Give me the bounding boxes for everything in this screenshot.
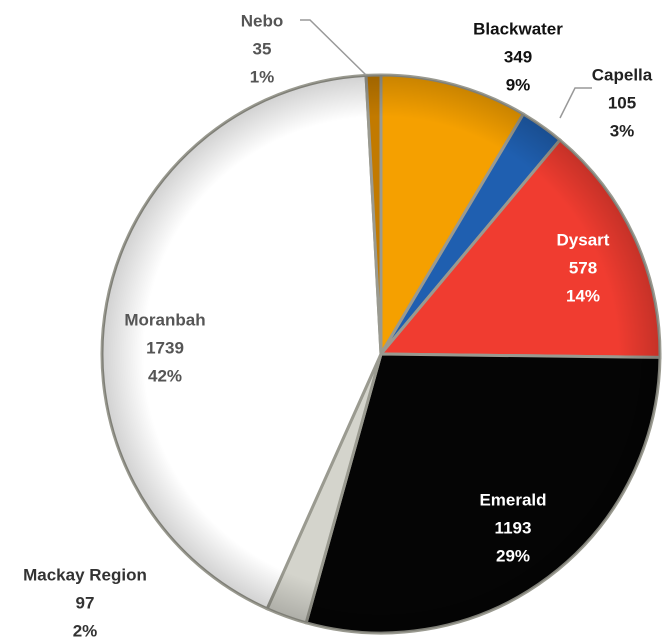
slice-value: 578 bbox=[569, 258, 597, 277]
slice-percent: 29% bbox=[496, 546, 530, 565]
slice-percent: 2% bbox=[73, 621, 98, 639]
slice-value: 1739 bbox=[146, 338, 184, 357]
leader-line bbox=[559, 87, 592, 119]
slice-percent: 1% bbox=[250, 67, 275, 86]
slice-percent: 14% bbox=[566, 286, 600, 305]
slice-name: Blackwater bbox=[473, 19, 563, 38]
leader-line bbox=[300, 19, 367, 76]
slice-name: Capella bbox=[592, 65, 653, 84]
slice-value: 35 bbox=[253, 39, 272, 58]
slice-name: Nebo bbox=[241, 11, 284, 30]
slice-value: 105 bbox=[608, 93, 636, 112]
slice-value: 1193 bbox=[495, 518, 532, 537]
slice-percent: 42% bbox=[148, 366, 182, 385]
slice-percent: 9% bbox=[506, 75, 531, 94]
slice-name: Mackay Region bbox=[23, 565, 147, 584]
slice-value: 349 bbox=[504, 47, 532, 66]
slice-name: Moranbah bbox=[124, 310, 205, 329]
slice-name: Dysart bbox=[557, 230, 610, 249]
slice-value: 97 bbox=[76, 593, 95, 612]
slice-percent: 3% bbox=[610, 121, 635, 140]
slice-name: Emerald bbox=[479, 490, 546, 509]
